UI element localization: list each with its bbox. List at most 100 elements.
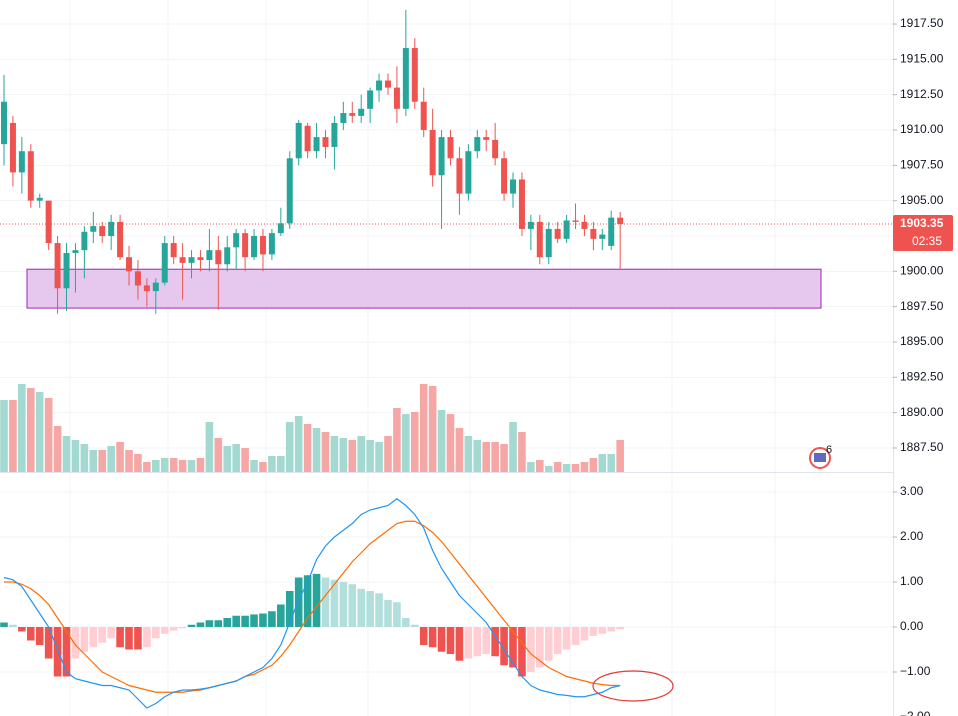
candle-body [429,130,436,176]
candle-body [331,122,338,147]
volume-bar [544,466,553,472]
macd-histogram-bar [544,627,553,661]
macd-histogram-bar [0,622,8,628]
candle-body [384,80,391,88]
volume-bar [437,410,446,472]
candle-body [492,139,499,159]
volume-bar [321,432,330,472]
volume-bar [196,458,205,472]
candle-body [179,257,186,263]
candle-body [134,271,141,286]
macd-histogram-bar [53,627,62,677]
candle-body [501,158,508,194]
macd-histogram-bar [536,627,544,668]
candle-body [510,179,517,194]
y-tick-label: 1915.00 [900,52,944,66]
volume-bar [35,392,44,472]
candle-body [54,243,61,289]
volume-bar [268,456,276,472]
macd-histogram-bar [393,602,401,628]
volume-bar [232,444,240,472]
macd-histogram-bar [348,584,357,628]
volume-bar [71,440,80,472]
candle-body [63,252,70,289]
event-badge[interactable]: 6 [809,444,832,469]
volume-bar [330,436,339,472]
macd-histogram-bar [509,627,517,668]
volume-bar [455,428,464,472]
volume-bar [464,436,473,472]
volume-bar [491,442,499,472]
candle-body [438,137,445,176]
y-tick-label: 1892.50 [900,369,944,383]
volume-bar [285,422,294,472]
volume-bar [241,448,249,472]
candle-body [304,125,311,152]
macd-histogram-bar [178,627,187,629]
macd-histogram-bar [160,627,169,634]
macd-histogram-bar [89,627,98,648]
macd-histogram-bar [419,627,428,646]
volume-bar [518,432,526,472]
macd-histogram-bar [455,627,464,661]
macd-histogram-bar [223,618,232,628]
candle-body [277,223,284,234]
macd-histogram-bar [294,577,303,628]
candle-body [474,137,481,152]
macd-histogram-bar [259,613,267,628]
signal-line [4,520,621,693]
macd-histogram-bar [384,600,392,628]
volume-bar [607,454,616,472]
candle-body [358,108,365,116]
candle-body [465,151,472,194]
macd-histogram-bar [268,611,276,628]
macd-histogram-bar [169,627,178,631]
candle-body [215,250,222,265]
volume-bar [589,458,598,472]
candle-body [313,137,320,152]
macd-histogram-bar [250,614,258,628]
volume-bar [428,386,437,472]
candle-body [554,228,561,239]
last-price-box [893,214,953,251]
volume-bar [402,414,410,472]
volume-bar [562,464,571,472]
candle-body [563,220,570,239]
volume-bar [294,416,303,472]
candle-body [590,228,597,239]
candle-body [188,257,195,263]
macd-histogram-bar [214,620,223,628]
candle-body [9,122,16,173]
candle-body [99,226,106,236]
badge-flag [814,453,826,462]
volume-bar [259,462,267,472]
macd-histogram-bar [321,577,330,628]
macd-histogram-bar [187,624,196,628]
y-tick-label: 1.00 [900,574,924,588]
volume-bar [553,462,562,472]
y-tick-label: 3.00 [900,484,924,498]
volume-bar [419,384,428,472]
macd-histogram-bar [44,627,53,659]
candle-body [599,234,606,239]
volume-bar [160,458,169,472]
macd-histogram-bar [491,627,499,657]
volume-bar [312,428,321,472]
volume-bar [509,422,517,472]
macd-histogram-bar [26,627,35,641]
macd-histogram-bar [303,575,312,628]
volume-bar [187,460,196,472]
volume-bar [178,460,187,472]
volume-bar [80,444,89,472]
macd-histogram-bar [277,604,285,628]
macd-histogram-bar [598,627,607,634]
volume-bar [223,446,232,472]
support-zone [26,268,822,309]
macd-histogram-bar [402,618,410,628]
volume-bar [18,384,26,472]
volume-bar [134,454,142,472]
candle-body [108,221,115,236]
volume-bar [214,438,223,472]
candle-body [81,231,88,251]
candle-body [349,113,356,116]
